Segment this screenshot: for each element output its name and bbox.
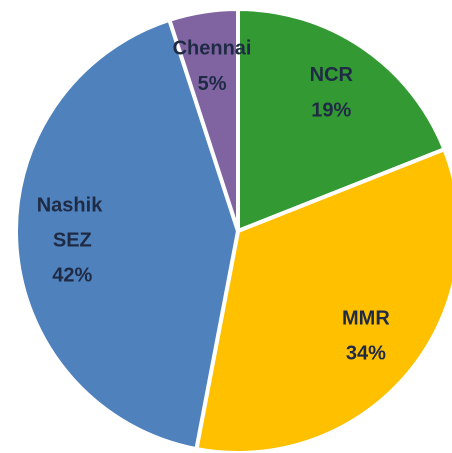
- pie-slice: [14, 17, 241, 452]
- slice-label: Nashik SEZ: [37, 195, 108, 252]
- slice-label: NCR: [310, 64, 354, 86]
- slice-label: Chennai: [173, 38, 252, 60]
- pie-slice: [236, 6, 448, 234]
- value-label: 5%: [198, 73, 227, 95]
- label-line: NCR: [310, 64, 354, 86]
- pie-slice: [194, 146, 452, 453]
- label-line: Nashik: [37, 195, 108, 217]
- label-line: SEZ: [53, 230, 92, 252]
- value-label: 42%: [52, 265, 92, 287]
- pie-slice: [166, 6, 240, 232]
- label-line: MMR: [342, 308, 390, 330]
- value-label: 34%: [346, 343, 386, 365]
- label-line: Chennai: [173, 38, 252, 60]
- slice-label: MMR: [342, 308, 390, 330]
- value-label: 19%: [311, 99, 351, 121]
